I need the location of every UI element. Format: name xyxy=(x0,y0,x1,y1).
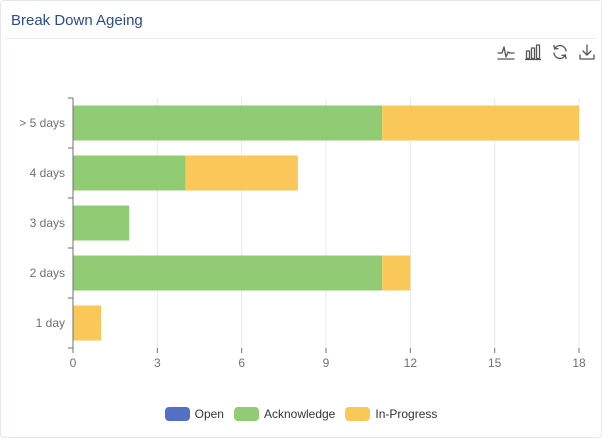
legend-swatch-acknowledge xyxy=(233,407,259,421)
bar-acknowledge xyxy=(73,155,186,191)
x-tick-label: 0 xyxy=(70,356,77,370)
legend-label-open: Open xyxy=(194,407,224,421)
legend-swatch-in-progress xyxy=(345,407,371,421)
card-header: Break Down Ageing xyxy=(1,1,601,39)
y-tick-label: 4 days xyxy=(30,166,65,180)
header-divider xyxy=(6,38,596,39)
y-tick-label: 1 day xyxy=(36,316,65,330)
bar-chart-icon[interactable] xyxy=(524,43,542,61)
legend-item-open[interactable]: Open xyxy=(164,407,224,421)
legend-label-acknowledge: Acknowledge xyxy=(263,407,336,421)
download-icon[interactable] xyxy=(578,43,596,61)
x-tick-label: 18 xyxy=(572,356,586,370)
x-tick-label: 15 xyxy=(488,356,502,370)
legend-item-in-progress[interactable]: In-Progress xyxy=(345,407,437,421)
bar-acknowledge xyxy=(73,105,383,141)
card-title: Break Down Ageing xyxy=(11,12,143,29)
x-tick-label: 3 xyxy=(154,356,161,370)
legend-item-acknowledge[interactable]: Acknowledge xyxy=(233,407,336,421)
y-tick-label: 3 days xyxy=(30,216,65,230)
bar-in-progress xyxy=(382,255,411,291)
bar-in-progress xyxy=(382,105,579,141)
bar-in-progress xyxy=(185,155,298,191)
x-tick-label: 9 xyxy=(323,356,330,370)
refresh-icon[interactable] xyxy=(551,43,569,61)
bar-acknowledge xyxy=(73,205,130,241)
chart-toolbox xyxy=(497,43,596,65)
stacked-bar-chart: 0 3 6 9 12 15 18 1 day 2 days 3 days 4 days > 5 day… xyxy=(19,97,586,370)
y-tick-label: 2 days xyxy=(30,266,65,280)
bar-acknowledge xyxy=(73,255,383,291)
bar-in-progress xyxy=(73,305,102,341)
line-chart-icon[interactable] xyxy=(497,43,515,61)
legend-swatch-open xyxy=(164,407,190,421)
chart-legend: Open Acknowledge In-Progress xyxy=(1,407,601,421)
x-tick-label: 12 xyxy=(404,356,418,370)
y-tick-label: > 5 days xyxy=(19,116,65,130)
x-tick-label: 6 xyxy=(238,356,245,370)
legend-label-in-progress: In-Progress xyxy=(375,407,438,421)
